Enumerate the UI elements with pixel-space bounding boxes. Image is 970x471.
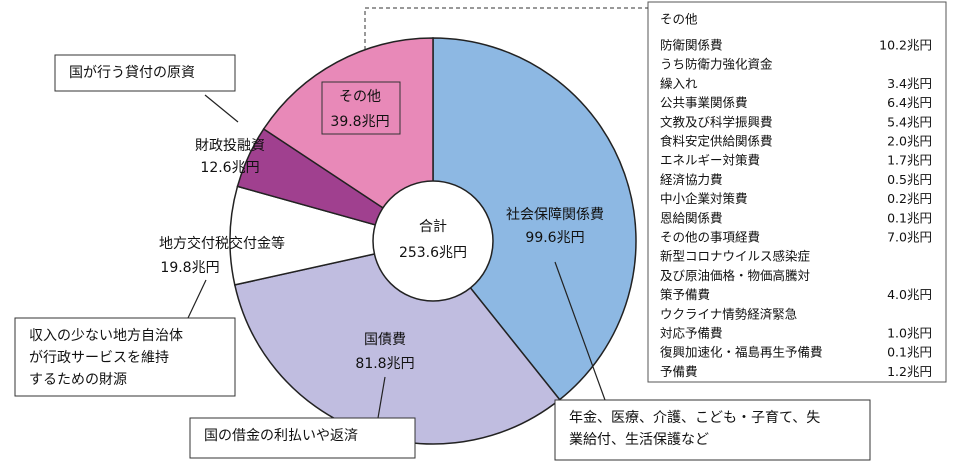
slice-value: 81.8兆円 [355,356,414,372]
callout-box [189,417,416,459]
breakdown-name: エネルギー対策費 [660,153,760,168]
breakdown-value: 10.2兆円 [879,38,932,53]
breakdown-value: 4.0兆円 [887,287,932,302]
breakdown-name: 経済協力費 [660,172,723,187]
breakdown-value: 5.4兆円 [887,114,932,129]
breakdown-name: ウクライナ情勢経済緊急 [660,306,797,321]
slice-value: 39.8兆円 [330,114,389,130]
breakdown-value: 0.5兆円 [887,172,932,187]
slice-label: 財政投融資 [195,138,265,154]
breakdown-value: 7.0兆円 [887,230,932,245]
breakdown-name: 対応予備費 [660,326,723,341]
breakdown-panel [647,1,947,383]
pie-slice [432,37,637,401]
breakdown-value: 0.2兆円 [887,191,932,206]
callout-box [54,54,236,92]
center-circle [372,180,494,302]
breakdown-name: 食料安定供給関係費 [660,134,773,149]
breakdown-name: 中小企業対策費 [660,191,748,206]
breakdown-name: 公共事業関係費 [660,95,748,110]
slice-value: 19.8兆円 [160,260,219,276]
callout-line [187,279,207,319]
callout-text: 国が行う貸付の原資 [69,65,195,81]
breakdown-name: 新型コロナウイルス感染症 [660,249,810,264]
breakdown-value: 0.1兆円 [887,345,932,360]
slice-value: 12.6兆円 [200,160,259,176]
breakdown-name: 繰入れ [660,76,698,91]
breakdown-value: 1.2兆円 [887,364,932,379]
breakdown-name: 文教及び科学振興費 [660,114,773,129]
breakdown-value: 1.0兆円 [887,326,932,341]
slice-label: 社会保障関係費 [506,207,604,223]
slice-value: 99.6兆円 [525,230,584,246]
slice-label: その他 [339,89,381,105]
breakdown-value: 3.4兆円 [887,76,932,91]
breakdown-value: 1.7兆円 [887,153,932,168]
breakdown-value: 2.0兆円 [887,134,932,149]
label-box [321,81,401,135]
callout-text: 年金、医療、介護、こども・子育て、失業給付、生活保護など [569,409,820,448]
total-value: 253.6兆円 [399,245,467,261]
breakdown-name: 予備費 [660,364,698,379]
breakdown-value: 6.4兆円 [887,95,932,110]
breakdown-name: 防衛関係費 [660,38,723,53]
breakdown-title: その他 [660,12,698,27]
total-name: 合計 [419,219,447,235]
pie-slice [262,37,434,243]
callout-line [204,94,239,123]
breakdown-name: その他の事項経費 [660,230,760,245]
callout-text: 国の借金の利払いや返済 [204,428,358,444]
callout-text: 収入の少ない地方自治体が行政サービスを維持するための財源 [29,328,183,388]
callout-line [554,261,606,401]
breakdown-name: 策予備費 [660,287,710,302]
slice-label: 地方交付税交付金等 [159,235,285,252]
slice-label: 国債費 [364,332,406,348]
breakdown-name: 恩給関係費 [660,210,723,225]
breakdown-name: 及び原油価格・物価高騰対 [660,268,810,283]
callout-box [554,399,871,461]
breakdown-name: 復興加速化・福島再生予備費 [660,345,823,360]
breakdown-value: 0.1兆円 [887,210,932,225]
breakdown-name: うち防衛力強化資金 [660,57,773,72]
callout-box [14,317,236,397]
pie-slice [229,185,434,286]
callout-line [377,376,386,419]
